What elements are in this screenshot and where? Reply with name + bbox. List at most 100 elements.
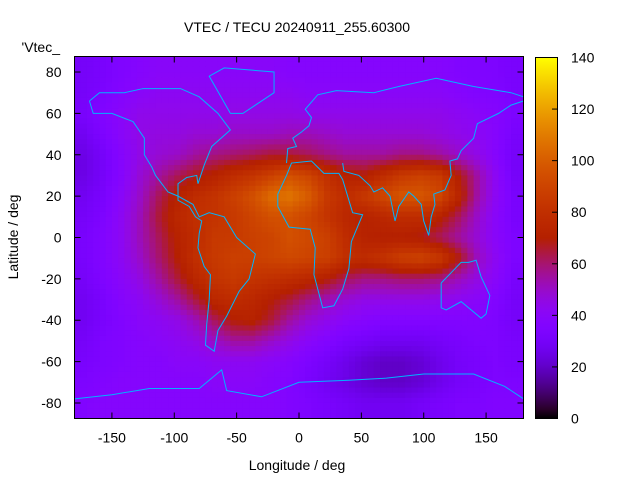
heatmap-cell [180,97,188,104]
heatmap-cell [467,284,475,290]
heatmap-cell [205,402,213,409]
heatmap-cell [317,190,325,197]
heatmap-cell [305,170,312,176]
heatmap-cell [454,309,462,316]
heatmap-cell [105,304,113,311]
heatmap-cell [255,278,263,285]
heatmap-cell [249,330,256,337]
heatmap-cell [143,87,150,94]
heatmap-cell [386,77,394,83]
heatmap-cell [74,56,82,63]
heatmap-cell [348,356,356,363]
heatmap-cell [367,247,375,254]
heatmap-cell [205,97,213,104]
heatmap-cell [373,392,381,399]
heatmap-cell [429,113,437,120]
heatmap-cell [479,139,487,145]
heatmap-cell [199,268,206,275]
heatmap-cell [286,247,294,254]
heatmap-cell [180,113,188,120]
heatmap-cell [492,180,500,187]
heatmap-cell [405,361,412,368]
heatmap-cell [161,77,169,83]
heatmap-cell [429,387,437,394]
heatmap-cell [174,149,182,156]
heatmap-cell [149,103,157,109]
heatmap-cell [211,413,219,419]
heatmap-cell [342,206,350,213]
heatmap-cell [280,346,288,352]
heatmap-cell [93,190,100,197]
heatmap-cell [80,128,88,135]
heatmap-cell [274,382,281,388]
heatmap-cell [161,170,169,176]
heatmap-cell [517,299,524,306]
heatmap-cell [261,377,269,383]
heatmap-cell [286,320,294,326]
heatmap-cell [330,299,337,306]
heatmap-cell [504,294,512,301]
heatmap-cell [186,134,194,140]
heatmap-cell [255,170,263,176]
heatmap-cell [386,211,394,218]
heatmap-cell [479,392,487,399]
heatmap-cell [361,335,369,342]
heatmap-cell [498,92,506,99]
heatmap-cell [274,330,281,337]
heatmap-cell [80,284,88,290]
heatmap-cell [105,211,113,218]
heatmap-cell [217,56,225,63]
heatmap-cell [386,402,394,409]
heatmap-cell [323,103,331,109]
heatmap-cell [299,77,306,83]
heatmap-cell [180,175,188,182]
heatmap-cell [168,392,175,399]
heatmap-cell [448,113,456,120]
heatmap-cell [417,294,425,301]
heatmap-cell [130,263,138,270]
heatmap-cell [118,216,125,223]
heatmap-cell [317,273,325,280]
heatmap-cell [261,66,269,73]
heatmap-cell [143,159,150,166]
heatmap-cell [286,366,294,373]
heatmap-cell [80,309,88,316]
heatmap-cell [99,175,107,182]
heatmap-cell [398,402,406,409]
heatmap-cell [205,289,213,295]
heatmap-cell [192,216,200,223]
heatmap-cell [86,118,94,125]
heatmap-cell [124,402,132,409]
heatmap-cell [86,66,94,73]
heatmap-cell [186,320,194,326]
heatmap-cell [286,335,294,342]
heatmap-cell [292,216,300,223]
heatmap-cell [311,227,319,233]
heatmap-cell [423,128,431,135]
heatmap-cell [479,159,487,166]
heatmap-cell [454,371,462,378]
heatmap-cell [498,149,506,156]
heatmap-cell [467,211,475,218]
heatmap-cell [292,340,300,347]
heatmap-cell [230,128,238,135]
heatmap-cell [498,340,506,347]
heatmap-cell [99,351,107,357]
heatmap-cell [130,304,138,311]
heatmap-cell [280,356,288,363]
heatmap-cell [429,351,437,357]
heatmap-cell [348,340,356,347]
heatmap-cell [348,92,356,99]
heatmap-cell [280,330,288,337]
heatmap-cell [386,144,394,151]
heatmap-cell [249,77,256,83]
heatmap-cell [492,315,500,321]
heatmap-cell [299,340,306,347]
heatmap-cell [373,242,381,249]
heatmap-cell [467,72,475,78]
heatmap-cell [398,149,406,156]
heatmap-cell [155,211,163,218]
heatmap-cell [336,128,344,135]
heatmap-cell [411,361,418,368]
heatmap-cell [380,139,387,145]
